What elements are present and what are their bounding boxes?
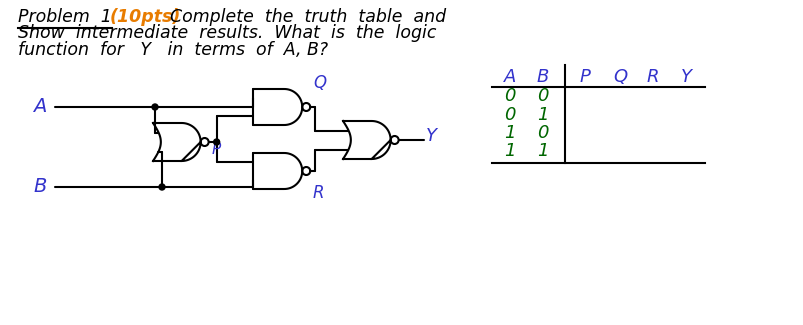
Text: 0: 0 <box>503 106 515 124</box>
Text: B: B <box>33 177 47 197</box>
Text: Y: Y <box>679 68 691 86</box>
Text: Q: Q <box>313 74 326 92</box>
Circle shape <box>152 104 158 110</box>
Text: Y: Y <box>425 127 436 145</box>
Text: 1: 1 <box>536 142 548 160</box>
Text: (10pts): (10pts) <box>110 8 181 26</box>
Text: Show  intermediate  results.  What  is  the  logic: Show intermediate results. What is the l… <box>18 24 436 42</box>
Text: function  for   Y   in  terms  of  A, B?: function for Y in terms of A, B? <box>18 41 328 59</box>
Text: R: R <box>646 68 658 86</box>
Text: Problem  1: Problem 1 <box>18 8 117 26</box>
Text: B: B <box>536 68 548 86</box>
Circle shape <box>214 139 219 145</box>
Text: A: A <box>33 98 47 116</box>
Text: 1: 1 <box>503 142 515 160</box>
Text: A: A <box>503 68 516 86</box>
Text: 1: 1 <box>536 106 548 124</box>
Text: Complete  the  truth  table  and: Complete the truth table and <box>169 8 446 26</box>
Circle shape <box>159 184 165 190</box>
Text: P: P <box>211 142 221 158</box>
Text: 0: 0 <box>536 87 548 105</box>
Text: R: R <box>312 184 324 202</box>
Text: 0: 0 <box>536 124 548 142</box>
Text: Q: Q <box>612 68 626 86</box>
Text: P: P <box>579 68 589 86</box>
Text: 1: 1 <box>503 124 515 142</box>
Text: 0: 0 <box>503 87 515 105</box>
